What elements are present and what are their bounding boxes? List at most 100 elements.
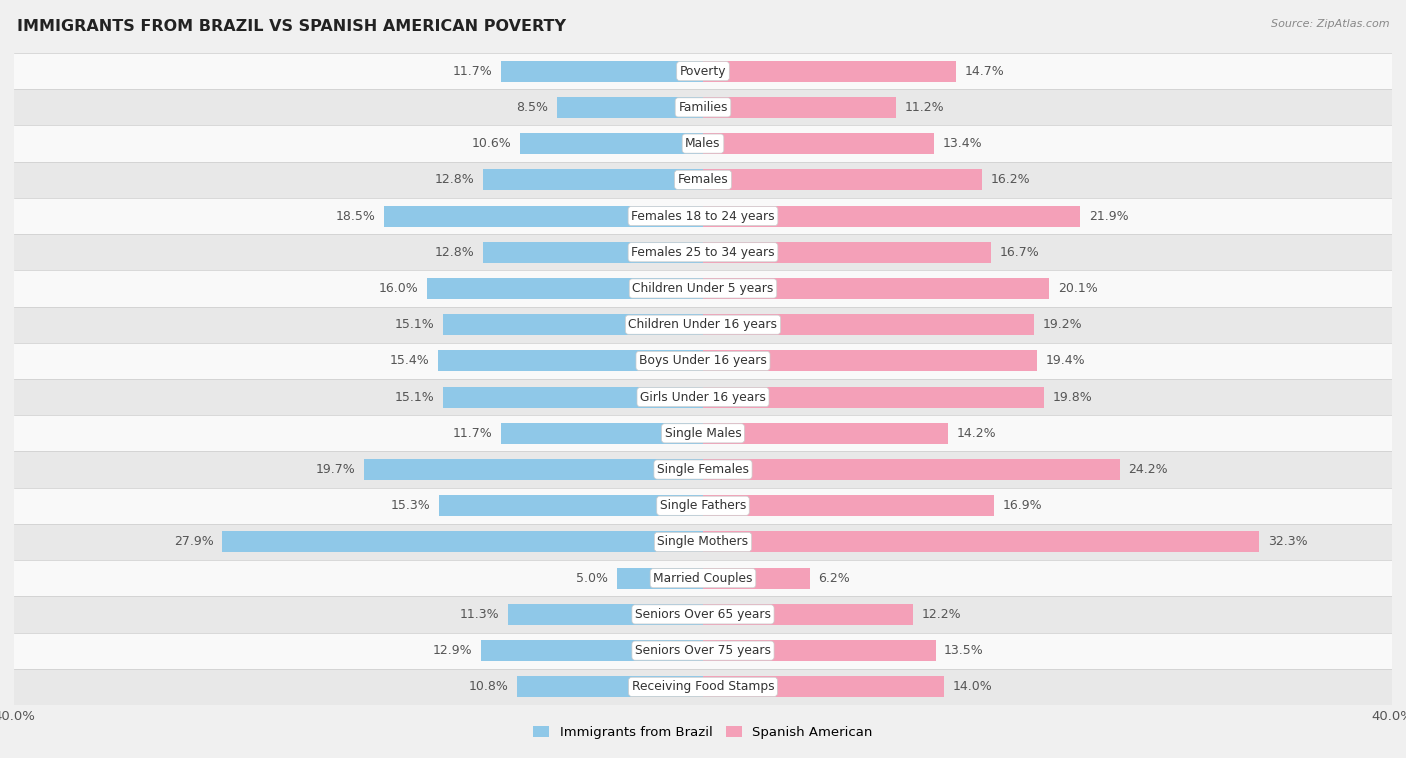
Text: 16.2%: 16.2% (991, 174, 1031, 186)
Text: Single Males: Single Males (665, 427, 741, 440)
Text: 12.9%: 12.9% (433, 644, 472, 657)
Bar (703, 350, 1038, 371)
Bar (482, 242, 703, 263)
Text: Males: Males (685, 137, 721, 150)
Text: 14.7%: 14.7% (965, 64, 1004, 77)
Bar (502, 61, 703, 82)
Text: 16.9%: 16.9% (1002, 500, 1042, 512)
Text: Poverty: Poverty (679, 64, 727, 77)
Bar (14, 632, 1392, 669)
Text: 14.2%: 14.2% (956, 427, 995, 440)
Bar (703, 387, 1045, 408)
Bar (481, 640, 703, 661)
Text: 11.7%: 11.7% (453, 427, 494, 440)
Text: Single Mothers: Single Mothers (658, 535, 748, 549)
Text: 5.0%: 5.0% (576, 572, 609, 584)
Text: 11.2%: 11.2% (904, 101, 945, 114)
Bar (703, 61, 956, 82)
Text: 15.3%: 15.3% (391, 500, 430, 512)
Text: 13.4%: 13.4% (942, 137, 981, 150)
Text: 21.9%: 21.9% (1088, 209, 1129, 223)
Bar (14, 306, 1392, 343)
Bar (14, 53, 1392, 89)
Text: 11.7%: 11.7% (453, 64, 494, 77)
Bar (14, 126, 1392, 161)
Text: 19.4%: 19.4% (1046, 355, 1085, 368)
Bar (509, 604, 703, 625)
Text: 27.9%: 27.9% (174, 535, 214, 549)
Text: Females 25 to 34 years: Females 25 to 34 years (631, 246, 775, 258)
Text: 15.1%: 15.1% (395, 318, 434, 331)
Text: 12.8%: 12.8% (434, 174, 474, 186)
Text: 15.1%: 15.1% (395, 390, 434, 403)
Bar (14, 198, 1392, 234)
Bar (14, 560, 1392, 597)
Text: 32.3%: 32.3% (1268, 535, 1308, 549)
Bar (703, 97, 896, 118)
Text: 13.5%: 13.5% (945, 644, 984, 657)
Text: Boys Under 16 years: Boys Under 16 years (640, 355, 766, 368)
Bar (703, 278, 1049, 299)
Bar (443, 387, 703, 408)
Bar (517, 676, 703, 697)
Bar (14, 271, 1392, 306)
Text: Receiving Food Stamps: Receiving Food Stamps (631, 681, 775, 694)
Text: Source: ZipAtlas.com: Source: ZipAtlas.com (1271, 19, 1389, 29)
Bar (703, 133, 934, 154)
Text: Females: Females (678, 174, 728, 186)
Bar (14, 379, 1392, 415)
Text: 16.0%: 16.0% (380, 282, 419, 295)
Text: 10.8%: 10.8% (468, 681, 509, 694)
Text: Children Under 5 years: Children Under 5 years (633, 282, 773, 295)
Text: Girls Under 16 years: Girls Under 16 years (640, 390, 766, 403)
Bar (14, 487, 1392, 524)
Bar (427, 278, 703, 299)
Bar (703, 314, 1033, 335)
Bar (703, 205, 1080, 227)
Text: 8.5%: 8.5% (516, 101, 548, 114)
Text: Children Under 16 years: Children Under 16 years (628, 318, 778, 331)
Text: 12.8%: 12.8% (434, 246, 474, 258)
Bar (703, 169, 981, 190)
Text: 16.7%: 16.7% (1000, 246, 1039, 258)
Bar (703, 531, 1260, 553)
Text: Single Fathers: Single Fathers (659, 500, 747, 512)
Bar (14, 669, 1392, 705)
Text: 19.7%: 19.7% (315, 463, 356, 476)
Text: Single Females: Single Females (657, 463, 749, 476)
Bar (703, 242, 991, 263)
Bar (703, 568, 810, 589)
Text: 14.0%: 14.0% (953, 681, 993, 694)
Bar (482, 169, 703, 190)
Bar (703, 495, 994, 516)
Text: 18.5%: 18.5% (336, 209, 375, 223)
Bar (703, 640, 935, 661)
Text: Married Couples: Married Couples (654, 572, 752, 584)
Bar (14, 452, 1392, 487)
Bar (703, 459, 1119, 480)
Text: Seniors Over 65 years: Seniors Over 65 years (636, 608, 770, 621)
Bar (14, 343, 1392, 379)
Text: Females 18 to 24 years: Females 18 to 24 years (631, 209, 775, 223)
Bar (14, 415, 1392, 452)
Bar (703, 423, 948, 444)
Bar (703, 604, 912, 625)
Bar (520, 133, 703, 154)
Text: Families: Families (678, 101, 728, 114)
Text: 19.2%: 19.2% (1042, 318, 1083, 331)
Bar (222, 531, 703, 553)
Bar (440, 495, 703, 516)
Bar (384, 205, 703, 227)
Legend: Immigrants from Brazil, Spanish American: Immigrants from Brazil, Spanish American (529, 720, 877, 744)
Bar (443, 314, 703, 335)
Text: 10.6%: 10.6% (472, 137, 512, 150)
Text: 6.2%: 6.2% (818, 572, 851, 584)
Bar (703, 676, 945, 697)
Bar (617, 568, 703, 589)
Bar (502, 423, 703, 444)
Bar (14, 597, 1392, 632)
Text: 15.4%: 15.4% (389, 355, 429, 368)
Text: 19.8%: 19.8% (1053, 390, 1092, 403)
Text: 11.3%: 11.3% (460, 608, 499, 621)
Bar (14, 161, 1392, 198)
